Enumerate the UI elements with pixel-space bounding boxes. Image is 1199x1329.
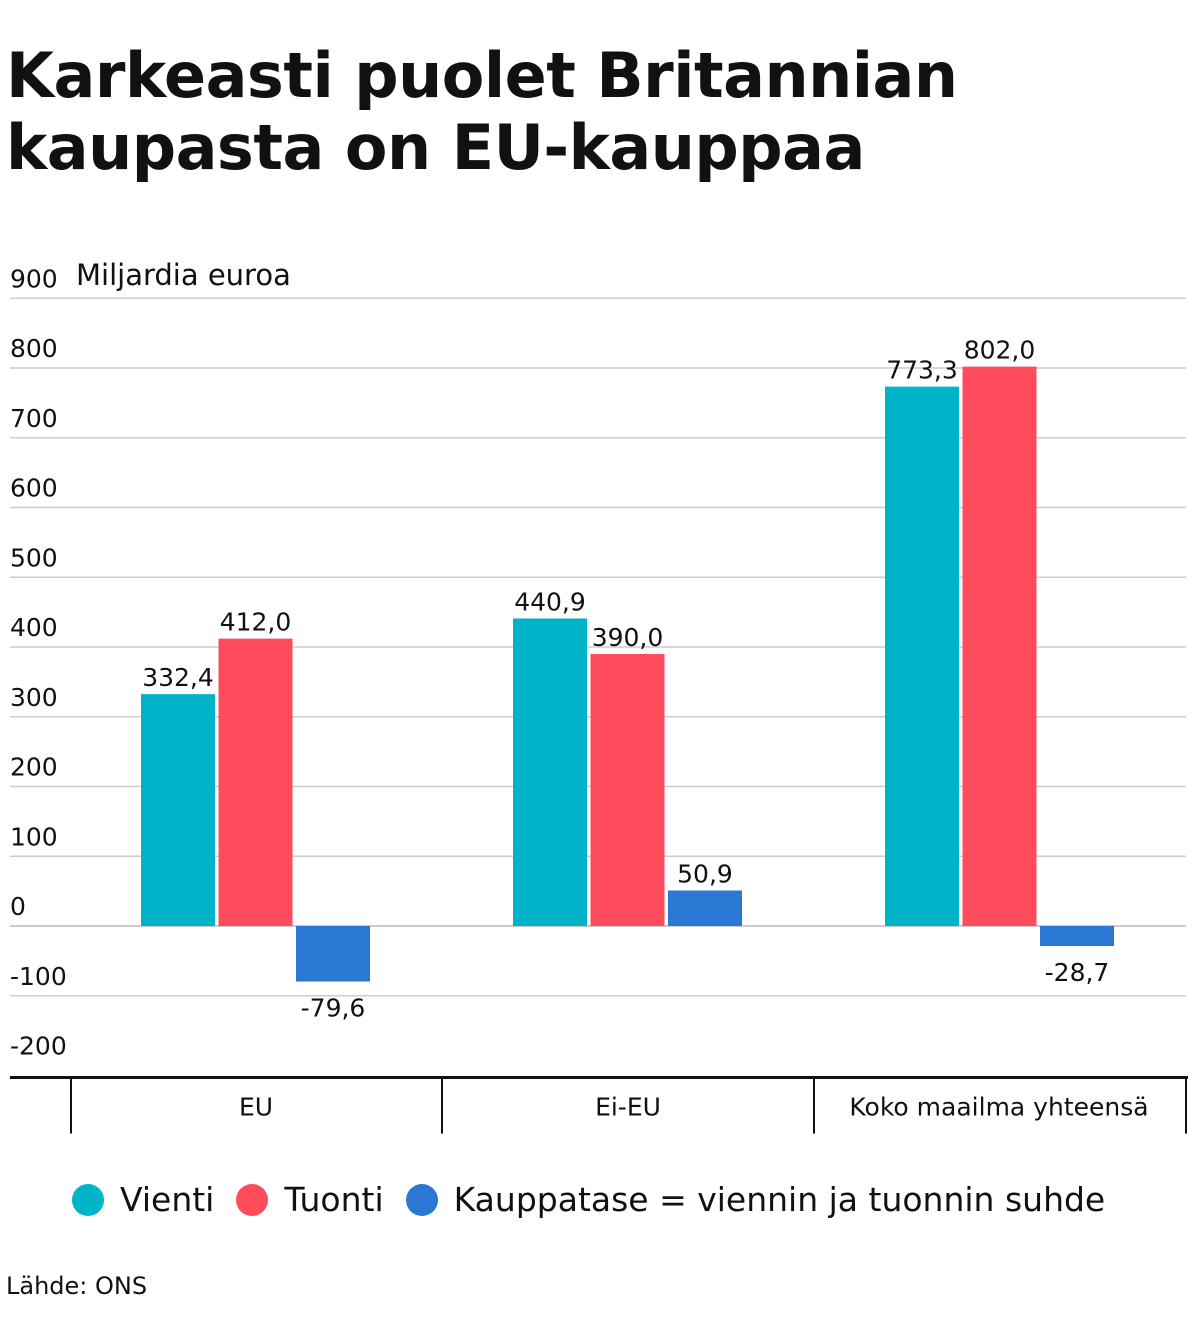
- y-tick-label: 100: [10, 822, 58, 851]
- bar: [296, 926, 370, 982]
- legend-swatch: [405, 1183, 438, 1216]
- data-label: -79,6: [301, 994, 366, 1023]
- legend-label: Kauppatase = viennin ja tuonnin suhde: [453, 1180, 1106, 1219]
- y-tick-label: 400: [10, 613, 58, 642]
- x-category-label: EU: [239, 1093, 273, 1122]
- source-note: Lähde: ONS: [6, 1272, 148, 1300]
- data-label: 50,9: [677, 859, 733, 888]
- data-label: -28,7: [1045, 958, 1110, 987]
- legend-item: Vienti: [72, 1180, 214, 1219]
- bar-chart: 900 800 700 600 500 400 300 200 100 0 -100 -200 Mil…: [10, 258, 1188, 1134]
- y-tick-labels: 900 800 700 600 500 400 300 200 100 0 -100 -200: [10, 264, 67, 1060]
- data-label: 412,0: [220, 608, 292, 637]
- data-label: 773,3: [886, 356, 958, 385]
- legend-swatch: [72, 1183, 104, 1216]
- data-label: 802,0: [964, 336, 1036, 365]
- x-category-label: Koko maailma yhteensä: [849, 1093, 1148, 1122]
- y-tick-label: 700: [10, 404, 58, 433]
- chart-title: Karkeasti puolet Britannian kaupasta on …: [6, 39, 958, 184]
- y-tick-label: 500: [10, 543, 58, 572]
- legend-label: Vienti: [120, 1180, 215, 1219]
- y-axis-label: Miljardia euroa: [76, 258, 291, 292]
- y-tick-label: 900: [10, 264, 58, 293]
- legend-label: Tuonti: [284, 1180, 384, 1219]
- y-tick-label: 300: [10, 683, 58, 712]
- bar: [513, 618, 587, 926]
- bar: [668, 890, 742, 926]
- data-label: 332,4: [142, 663, 214, 692]
- y-tick-label: 800: [10, 334, 58, 363]
- x-axis: EU Ei-EU Koko maailma yhteensä: [10, 1076, 1188, 1134]
- bars: [141, 366, 1114, 982]
- data-label: 440,9: [514, 587, 586, 616]
- y-tick-label: 600: [10, 474, 58, 503]
- bar: [962, 366, 1037, 927]
- legend-swatch: [236, 1183, 269, 1216]
- y-tick-label: 0: [10, 892, 26, 921]
- bar: [218, 638, 293, 926]
- bar: [885, 386, 959, 926]
- legend: Vienti Tuonti Kauppatase = viennin ja tuon…: [72, 1180, 1127, 1219]
- y-tick-label: -200: [10, 1032, 67, 1061]
- legend-item: Tuonti: [236, 1180, 384, 1219]
- bar: [1040, 926, 1114, 947]
- y-tick-label: -100: [10, 962, 67, 991]
- y-tick-label: 200: [10, 753, 58, 782]
- x-category-label: Ei-EU: [595, 1093, 661, 1122]
- bar: [590, 653, 665, 926]
- legend-item: Kauppatase = viennin ja tuonnin suhde: [405, 1180, 1106, 1219]
- bar: [141, 694, 215, 926]
- data-label: 390,0: [592, 623, 664, 652]
